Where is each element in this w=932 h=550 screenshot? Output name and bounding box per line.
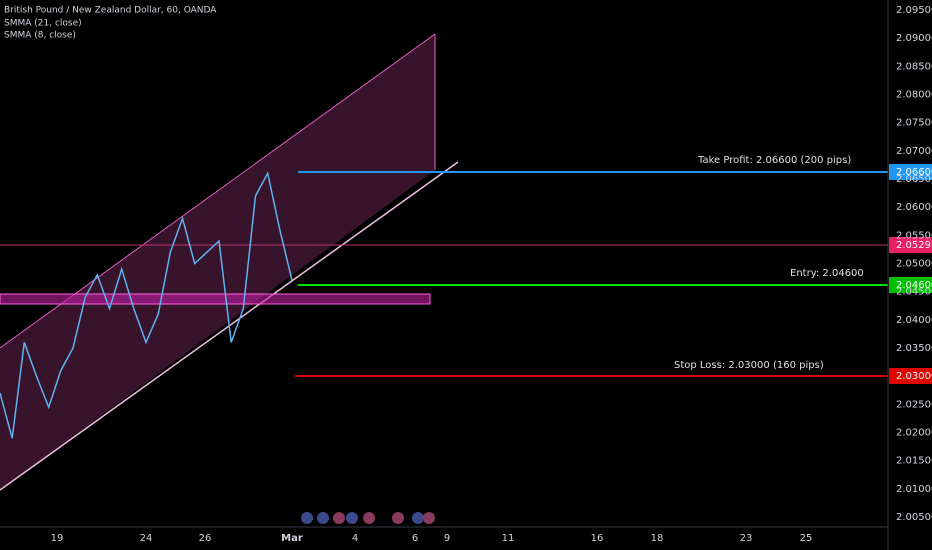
time-tick-label: 6 [412, 533, 418, 544]
current-badge-text: 2.05291 [896, 240, 932, 251]
time-tick-label: 24 [140, 533, 153, 544]
stop-loss-pips: (160 pips) [773, 360, 824, 371]
price-tick-label: 2.07500 [896, 118, 932, 129]
indicator: SMMA (8, close) [4, 31, 76, 41]
indicator: SMMA (21, close) [4, 19, 82, 29]
price-tick-label: 2.07000 [896, 146, 932, 157]
current-badge [889, 237, 932, 253]
time-tick-label: 4 [352, 533, 358, 544]
price-tick-label: 2.09000 [896, 33, 932, 44]
entry-label: Entry: 2.04600 [790, 268, 864, 279]
time-tick-label: Mar [281, 533, 303, 544]
price-tick-label: 2.02500 [896, 399, 932, 410]
time-tick-label: 16 [591, 533, 604, 544]
price-tick-label: 2.03500 [896, 343, 932, 354]
price-line [0, 171, 293, 439]
stop-loss-badge [889, 368, 932, 384]
price-tick-label: 2.05000 [896, 259, 932, 270]
price-tick-label: 2.06500 [896, 174, 932, 185]
price-tick-label: 2.04500 [896, 287, 932, 298]
take-profit-badge-text: 2.06600 [896, 167, 932, 178]
take-profit-badge [889, 164, 932, 180]
time-tick-label: 11 [502, 533, 515, 544]
price-tick-label: 2.03000 [896, 371, 932, 382]
entry-badge-text: 2.04600 [896, 280, 932, 291]
time-tick-label: 23 [740, 533, 753, 544]
channel-fill [0, 34, 435, 490]
time-tick-label: 25 [800, 533, 813, 544]
price-tick-label: 2.06000 [896, 202, 932, 213]
time-tick-label: 9 [444, 533, 450, 544]
stop-loss-badge-text: 2.03000 [896, 371, 932, 382]
price-tick-label: 2.08000 [896, 90, 932, 101]
price-tick-label: 2.00500 [896, 512, 932, 523]
entry-badge [889, 277, 932, 293]
take-profit-label: Take Profit: 2.06600 (200 pips) [697, 155, 851, 166]
price-tick-label: 2.08500 [896, 61, 932, 72]
time-tick-label: 26 [199, 533, 212, 544]
price-tick-label: 2.09500 [896, 5, 932, 16]
price-tick-label: 2.01500 [896, 456, 932, 467]
time-tick-label: 19 [51, 533, 64, 544]
price-tick-label: 2.05500 [896, 230, 932, 241]
symbol-title: British Pound / New Zealand Dollar, 60, … [4, 6, 217, 16]
stop-loss-label: Stop Loss: 2.03000 [674, 360, 770, 371]
price-tick-label: 2.04000 [896, 315, 932, 326]
price-tick-label: 2.01000 [896, 484, 932, 495]
event-icons [301, 512, 435, 524]
support-zone [0, 293, 431, 305]
price-tick-label: 2.02000 [896, 428, 932, 439]
time-tick-label: 18 [651, 533, 664, 544]
